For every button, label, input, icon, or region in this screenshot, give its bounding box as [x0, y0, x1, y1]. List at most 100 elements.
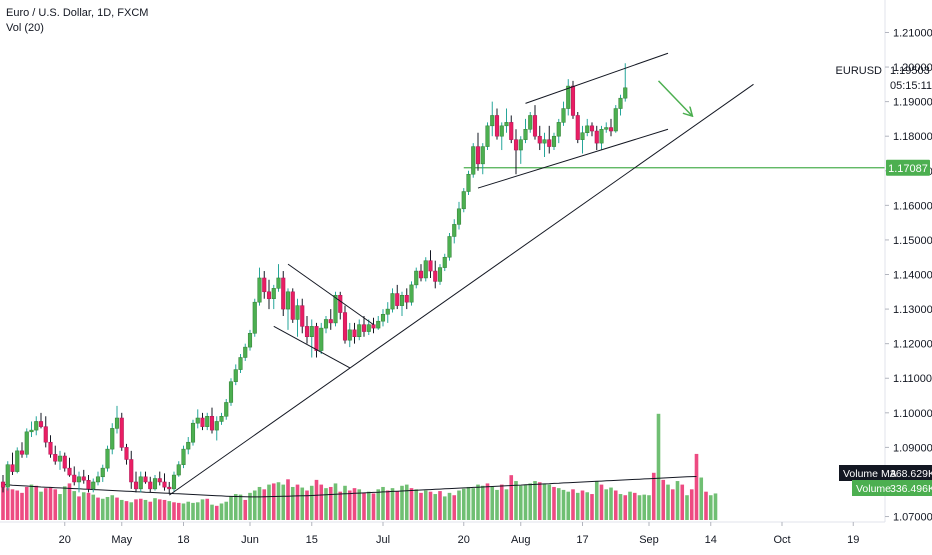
volume-bar: [195, 502, 200, 520]
countdown-label: 05:15:11: [890, 80, 932, 92]
candle-body: [575, 115, 580, 140]
candle-body: [395, 293, 400, 306]
candle-body: [323, 319, 329, 329]
volume-bar: [704, 491, 708, 520]
candle: [190, 419, 196, 446]
volume-bar: [333, 483, 338, 520]
candle: [376, 316, 381, 330]
volume-bar: [604, 489, 609, 520]
volume-bar: [176, 502, 181, 520]
volume-bar: [314, 479, 319, 520]
volume-bar: [385, 490, 390, 520]
candle: [471, 143, 476, 178]
candle: [100, 464, 105, 482]
candle-body: [456, 208, 462, 225]
volume-bar: [338, 491, 343, 520]
candle-body: [19, 450, 25, 455]
candle: [309, 319, 314, 358]
volume-bar: [210, 504, 214, 520]
volume-bar: [561, 489, 566, 520]
volume-bar: [214, 505, 219, 520]
volume-bar: [628, 491, 632, 520]
candle-body: [585, 125, 590, 133]
volume-bar: [281, 484, 286, 520]
volume-bar: [395, 491, 400, 520]
candle: [366, 319, 371, 336]
candle: [518, 136, 523, 164]
candle: [509, 115, 514, 144]
candle-body: [623, 87, 628, 99]
price-tick-label: 1.07000: [893, 512, 932, 524]
volume-bar: [504, 489, 509, 520]
volume-bar: [105, 496, 110, 520]
candle-body: [556, 122, 561, 137]
candle-body: [385, 308, 390, 315]
volume-bar: [20, 492, 24, 520]
volume-bar: [34, 485, 39, 520]
candle-body: [62, 455, 67, 469]
candle: [485, 122, 490, 151]
candle-body: [148, 481, 153, 490]
candle: [224, 398, 229, 420]
chart-legend: Euro / U.S. Dollar, 1D, FXCM Vol (20): [6, 6, 148, 36]
volume-bar: [404, 484, 409, 520]
candle-body: [328, 319, 333, 324]
price-tick-label: 1.11000: [893, 373, 932, 385]
candle: [604, 122, 609, 133]
candle: [181, 445, 186, 469]
candle: [442, 253, 447, 272]
candle: [5, 461, 10, 491]
candle-body: [542, 139, 547, 144]
candle: [613, 105, 618, 133]
candle-body: [423, 260, 428, 279]
candle-body: [333, 295, 338, 324]
volume-bar: [328, 486, 333, 520]
volume-bar: [24, 486, 29, 520]
volume-bar: [594, 481, 599, 520]
candle-body: [138, 476, 143, 490]
volume-bar: [248, 492, 252, 520]
candle-body: [57, 455, 63, 462]
candle: [129, 450, 134, 489]
candle-body: [304, 326, 310, 337]
candle-body: [114, 417, 120, 429]
time-tick-label: 15: [306, 534, 318, 546]
candle-body: [475, 146, 481, 165]
last-price-label: 1.19503: [890, 65, 930, 77]
candle-body: [399, 295, 405, 306]
volume-bar: [286, 479, 290, 520]
candle-body: [181, 448, 186, 465]
candle: [219, 412, 224, 425]
volume-bar: [134, 499, 138, 520]
candle-body: [67, 467, 72, 476]
volume-bar: [713, 493, 718, 520]
volume-bar: [694, 453, 699, 520]
volume-bar: [181, 503, 186, 520]
time-tick-label: Oct: [773, 534, 790, 546]
volume-bar: [580, 490, 585, 520]
candle: [262, 271, 267, 299]
candle: [238, 354, 243, 374]
volume-bar: [295, 484, 300, 520]
volume-ma-line: [2, 476, 697, 498]
candle-body: [314, 326, 319, 351]
candle-body: [594, 130, 599, 144]
volume-bar: [72, 491, 77, 520]
candle: [390, 288, 395, 313]
candle: [200, 412, 205, 431]
candle: [133, 471, 139, 493]
volume-bar: [157, 499, 162, 520]
volume-bar: [518, 485, 523, 520]
candle-body: [442, 256, 447, 268]
candle-body: [352, 329, 357, 337]
candle: [266, 279, 272, 310]
candle-body: [81, 476, 86, 481]
volume-bar: [575, 492, 580, 520]
volume-bar: [514, 481, 518, 520]
candle-body: [95, 476, 101, 483]
candle-body: [186, 441, 191, 450]
candle: [347, 322, 352, 348]
candle: [285, 288, 291, 330]
candle: [105, 445, 110, 472]
